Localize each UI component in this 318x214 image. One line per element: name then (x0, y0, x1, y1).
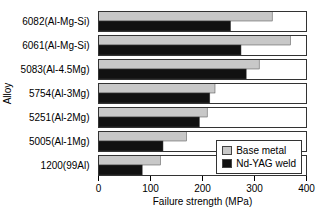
svg-text:400: 400 (298, 183, 315, 194)
svg-text:100: 100 (142, 183, 159, 194)
html-text:Base metal: Base metal (236, 145, 287, 156)
svg-text:300: 300 (246, 183, 263, 194)
svg-text:5251(Al-2Mg): 5251(Al-2Mg) (29, 112, 90, 123)
svg-text:5005(Al-1Mg): 5005(Al-1Mg) (29, 136, 90, 147)
html-text:Nd-YAG weld: Nd-YAG weld (236, 158, 296, 169)
svg-text:0: 0 (96, 183, 102, 194)
svg-text:Failure strength (MPa): Failure strength (MPa) (153, 196, 252, 207)
svg-text:6061(Al-Mg-Si): 6061(Al-Mg-Si) (22, 40, 89, 51)
svg-text:5083(Al-4.5Mg): 5083(Al-4.5Mg) (21, 64, 90, 75)
svg-text:5754(Al-3Mg): 5754(Al-3Mg) (29, 88, 90, 99)
svg-text:Alloy: Alloy (2, 83, 13, 105)
svg-text:200: 200 (194, 183, 211, 194)
svg-text:6082(Al-Mg-Si): 6082(Al-Mg-Si) (22, 16, 89, 27)
svg-text:1200(99Al): 1200(99Al) (41, 160, 90, 171)
